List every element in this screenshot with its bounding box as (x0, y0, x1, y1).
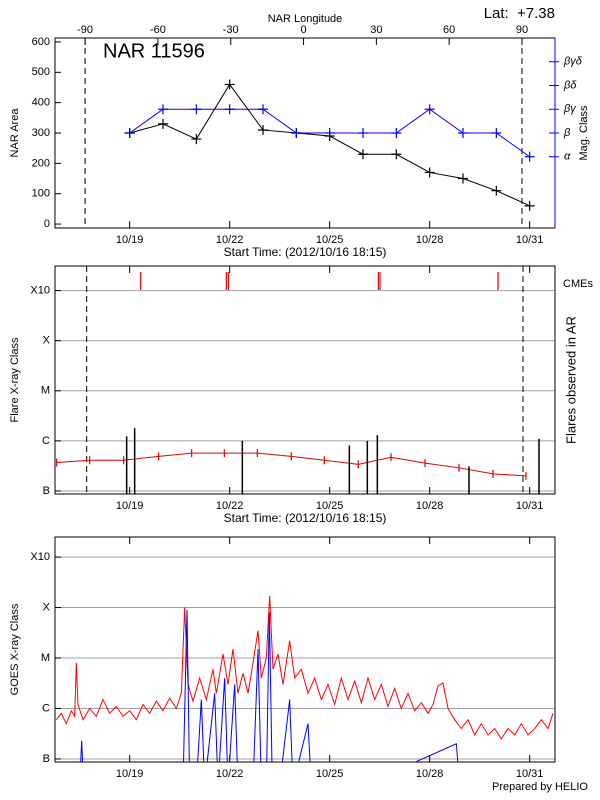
x-tick-label: 10/28 (416, 500, 444, 512)
plot-frame (54, 536, 556, 763)
x2-tick-label: -60 (150, 24, 166, 36)
x-tick-label: 10/22 (216, 500, 244, 512)
y2-tick-label: β (563, 127, 571, 139)
y2-tick-label: βδ (563, 79, 577, 91)
y2-axis-label: Mag. Class (578, 105, 590, 161)
x-tick-label: 10/25 (316, 768, 344, 780)
x2-tick-label: -90 (77, 24, 93, 36)
point-marker (258, 124, 268, 135)
x2-tick-label: 0 (300, 24, 306, 36)
y2-tick-label: α (564, 151, 571, 163)
point-marker (291, 128, 302, 138)
x2-tick-label: 90 (516, 24, 528, 36)
chart-title: NAR 11596 (103, 40, 205, 62)
x-tick-label: 10/19 (116, 768, 144, 780)
plot-area (55, 595, 554, 762)
x-tick-label: 10/28 (416, 768, 444, 780)
plot-frame (54, 265, 556, 495)
series-line (80, 609, 459, 762)
y-tick-label: B (43, 753, 50, 765)
y2-tick-label: βγ (563, 103, 577, 115)
point-marker (358, 128, 368, 138)
point-marker (358, 149, 368, 160)
point-marker (458, 128, 468, 138)
x-tick-label: 10/31 (516, 500, 544, 512)
x-tick-label: 10/22 (216, 768, 244, 780)
y-tick-label: X10 (30, 285, 50, 297)
x-tick-label: 10/19 (116, 234, 144, 246)
annotation: Lat: +7.38 (484, 5, 555, 22)
x2-tick-label: 30 (370, 24, 382, 36)
y-axis-label: NAR Area (9, 108, 21, 158)
y-tick-label: 100 (32, 188, 50, 200)
y-tick-label: M (41, 385, 50, 397)
y2-tick-label: βγδ (563, 56, 583, 68)
y-tick-label: 600 (32, 36, 50, 48)
point-marker (524, 200, 535, 211)
y-axis-label: Flare X-ray Class (9, 337, 21, 422)
point-marker (391, 128, 402, 138)
y-tick-label: 500 (32, 66, 50, 78)
y-tick-label: 300 (32, 127, 50, 139)
point-marker (258, 104, 268, 115)
x-tick-label: 10/31 (516, 234, 544, 246)
point-marker (491, 185, 502, 196)
point-marker (491, 128, 502, 138)
point-marker (224, 104, 235, 115)
x-tick-label: 10/22 (216, 234, 244, 246)
x2-axis-label: NAR Longitude (268, 13, 343, 25)
x-axis-label: Start Time: (2012/10/16 18:15) (224, 511, 387, 525)
point-marker (191, 104, 202, 115)
point-marker (524, 151, 535, 162)
event-label: CMEs (563, 278, 593, 290)
y-tick-label: C (42, 435, 50, 447)
x2-tick-label: -30 (223, 24, 239, 36)
point-marker (158, 104, 168, 115)
point-marker (424, 104, 435, 115)
point-marker (191, 134, 202, 145)
y-tick-label: X (43, 601, 51, 613)
point-marker (124, 128, 135, 138)
point-marker (391, 149, 402, 160)
x-tick-label: 10/25 (316, 234, 344, 246)
x-axis-label: Start Time: (2012/10/16 18:15) (224, 245, 387, 259)
credit: Prepared by HELIO (492, 781, 588, 793)
y-tick-label: B (43, 485, 50, 497)
y2-axis-label: Flares observed in AR (563, 316, 578, 444)
plot-area (124, 79, 535, 211)
x2-tick-label: 60 (443, 24, 455, 36)
point-marker (158, 118, 168, 129)
x-tick-label: 10/19 (116, 500, 144, 512)
series-line (55, 595, 554, 740)
x-tick-label: 10/31 (516, 768, 544, 780)
y-tick-label: X (43, 335, 51, 347)
point-marker (324, 128, 335, 138)
y-tick-label: X10 (30, 551, 50, 563)
x-tick-label: 10/25 (316, 500, 344, 512)
y-tick-label: M (41, 652, 50, 664)
y-tick-label: 200 (32, 157, 50, 169)
y-tick-label: 400 (32, 97, 50, 109)
point-marker (424, 167, 435, 178)
y-axis-label: GOES X-ray Class (9, 603, 21, 695)
point-marker (224, 79, 235, 90)
y-tick-label: 0 (44, 218, 50, 230)
y-tick-label: C (42, 702, 50, 714)
x-tick-label: 10/28 (416, 234, 444, 246)
plot-area (56, 272, 540, 494)
point-marker (458, 173, 468, 184)
